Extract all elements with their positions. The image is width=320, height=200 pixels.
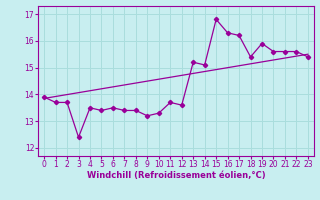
X-axis label: Windchill (Refroidissement éolien,°C): Windchill (Refroidissement éolien,°C) [87, 171, 265, 180]
